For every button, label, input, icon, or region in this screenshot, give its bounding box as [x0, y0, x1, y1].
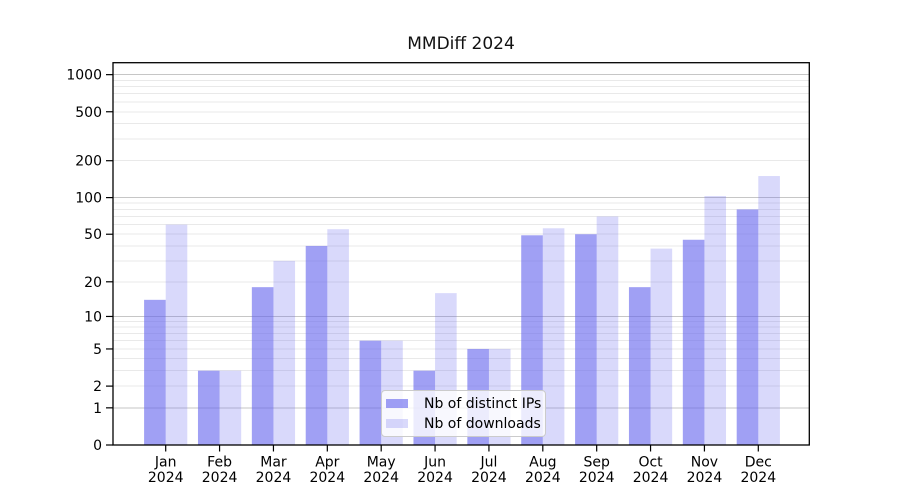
- y-tick-label: 500: [75, 105, 102, 121]
- x-tick-label-year: 2024: [417, 470, 453, 486]
- bar-distinct-ips-dec: [736, 209, 759, 445]
- y-tick-label: 200: [75, 154, 102, 170]
- bar-downloads-nov: [704, 196, 727, 445]
- bar-downloads-jan: [165, 224, 188, 445]
- x-tick-label-year: 2024: [579, 470, 615, 486]
- y-tick-label: 10: [84, 309, 102, 325]
- legend: Nb of distinct IPs Nb of downloads: [381, 390, 546, 437]
- x-tick-label-month: May: [367, 455, 396, 471]
- chart-title: MMDiff 2024: [407, 34, 515, 54]
- bar-downloads-mar: [273, 260, 296, 445]
- x-tick-label-year: 2024: [633, 470, 669, 486]
- y-tick-label: 100: [75, 191, 102, 207]
- x-tick-label-month: Jul: [479, 455, 497, 471]
- bar-distinct-ips-apr: [305, 245, 328, 445]
- x-tick-label-year: 2024: [687, 470, 723, 486]
- x-tick-label-year: 2024: [525, 470, 561, 486]
- x-tick-label-month: Feb: [207, 455, 232, 471]
- x-tick-label-year: 2024: [363, 470, 399, 486]
- y-tick-label: 1: [93, 401, 102, 417]
- legend-item-downloads: Nb of downloads: [386, 414, 545, 433]
- bar-downloads-apr: [327, 229, 349, 445]
- x-tick-label-month: Jan: [154, 455, 177, 471]
- y-tick-label: 50: [84, 227, 102, 243]
- legend-item-distinct-ips: Nb of distinct IPs: [386, 394, 545, 413]
- bar-downloads-dec: [758, 176, 780, 445]
- y-tick-label: 2: [93, 379, 102, 395]
- x-tick-label-month: Dec: [745, 455, 772, 471]
- bar-downloads-oct: [650, 248, 673, 445]
- legend-swatch-distinct-ips-icon: [386, 398, 408, 409]
- bar-distinct-ips-jan: [144, 299, 166, 445]
- legend-label-downloads: Nb of downloads: [424, 415, 541, 432]
- x-tick-label-month: Apr: [315, 455, 339, 471]
- y-tick-label: 5: [93, 342, 102, 358]
- x-tick-label-year: 2024: [309, 470, 345, 486]
- bar-downloads-feb: [219, 370, 242, 445]
- bar-distinct-ips-may: [359, 340, 382, 445]
- bar-distinct-ips-mar: [251, 287, 274, 445]
- x-tick-label-year: 2024: [256, 470, 292, 486]
- x-tick-label-year: 2024: [740, 470, 776, 486]
- x-tick-label-month: Sep: [583, 455, 610, 471]
- y-tick-label: 1000: [66, 68, 102, 84]
- bar-distinct-ips-feb: [197, 370, 220, 445]
- bar-distinct-ips-sep: [575, 234, 597, 445]
- x-tick-label-year: 2024: [148, 470, 184, 486]
- bar-distinct-ips-oct: [628, 287, 651, 445]
- x-tick-label-month: Mar: [260, 455, 287, 471]
- legend-swatch-downloads-icon: [386, 418, 408, 429]
- bar-distinct-ips-nov: [682, 239, 705, 445]
- x-tick-label-month: Aug: [529, 455, 556, 471]
- legend-label-distinct-ips: Nb of distinct IPs: [424, 395, 542, 412]
- bar-downloads-sep: [596, 216, 619, 445]
- plot-border: [112, 62, 810, 446]
- bar-downloads-aug: [542, 228, 565, 445]
- x-tick-label-month: Nov: [691, 455, 718, 471]
- x-tick-label-year: 2024: [202, 470, 238, 486]
- x-tick-label-month: Oct: [638, 455, 663, 471]
- x-tick-label-month: Jun: [423, 455, 446, 471]
- y-tick-label: 20: [84, 275, 102, 291]
- x-tick-label-year: 2024: [471, 470, 507, 486]
- y-tick-label: 0: [93, 438, 102, 454]
